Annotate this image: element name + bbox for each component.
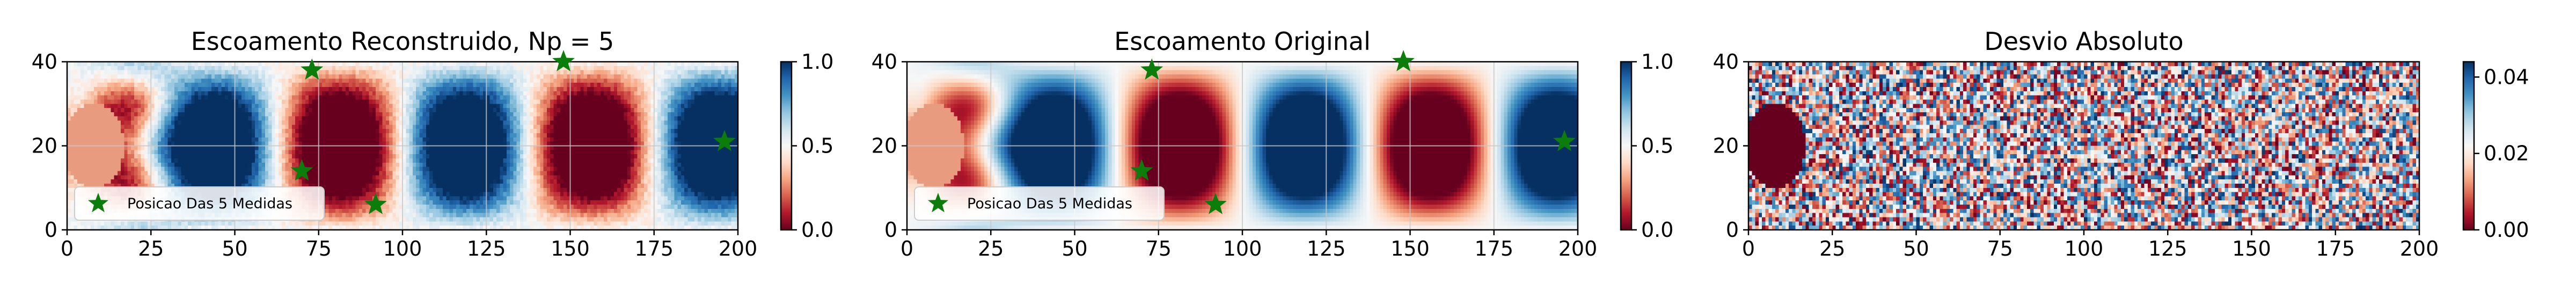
measurement-marker xyxy=(301,58,324,80)
measurement-marker xyxy=(1553,129,1576,151)
y-tick-label: 0 xyxy=(45,218,57,242)
x-tick-label: 0 xyxy=(901,237,913,260)
measurement-marker xyxy=(290,159,313,181)
measurement-marker xyxy=(1130,159,1153,181)
x-tick-label: 100 xyxy=(1223,237,1262,260)
measurement-marker xyxy=(1204,193,1227,214)
colorbar-tick-label: 0.0 xyxy=(1641,218,1673,242)
colorbar: 0.00 0.02 0.04 xyxy=(2462,61,2529,242)
x-tick-label: 25 xyxy=(1819,237,1845,260)
x-tick-label: 150 xyxy=(1391,237,1430,260)
x-tick-label: 200 xyxy=(1558,237,1598,260)
x-tick-label: 50 xyxy=(222,237,247,260)
x-tick-label: 175 xyxy=(2316,237,2355,260)
legend-label: Posicao Das 5 Medidas xyxy=(967,195,1132,212)
x-tick-label: 200 xyxy=(719,237,758,260)
legend: Posicao Das 5 Medidas xyxy=(74,186,325,221)
measurement-marker xyxy=(1392,50,1415,71)
x-tick-label: 25 xyxy=(138,237,164,260)
chart-title: Escoamento Reconstruido, Np = 5 xyxy=(191,27,614,56)
legend-box xyxy=(74,186,325,221)
measurement-marker xyxy=(1140,58,1163,80)
x-tick-label: 0 xyxy=(1742,237,1755,260)
x-tick-label: 100 xyxy=(383,237,422,260)
x-tick-label: 175 xyxy=(1474,237,1513,260)
y-tick-label: 0 xyxy=(1726,218,1739,242)
y-tick-label: 40 xyxy=(1713,50,1739,74)
x-tick-label: 50 xyxy=(1903,237,1929,260)
colorbar-bar xyxy=(2462,61,2475,231)
legend-star-icon xyxy=(928,193,948,213)
chart-title: Escoamento Original xyxy=(1114,27,1371,56)
heatmap-image xyxy=(1748,62,2419,230)
x-tick-label: 50 xyxy=(1062,237,1087,260)
legend-label: Posicao Das 5 Medidas xyxy=(127,195,292,212)
x-tick-label: 200 xyxy=(2400,237,2439,260)
x-tick-label: 150 xyxy=(551,237,590,260)
measurement-marker xyxy=(364,193,387,214)
colorbar-tick-label: 1.0 xyxy=(801,50,833,74)
y-tick-label: 0 xyxy=(884,218,897,242)
y-tick-label: 20 xyxy=(872,134,897,158)
colorbar-bar xyxy=(1620,61,1633,231)
y-tick-label: 20 xyxy=(1713,134,1739,158)
x-tick-label: 125 xyxy=(1307,237,1346,260)
colorbar-tick-label: 0.04 xyxy=(2484,65,2529,89)
x-tick-label: 25 xyxy=(978,237,1004,260)
x-tick-label: 0 xyxy=(61,237,74,260)
x-tick-label: 75 xyxy=(1146,237,1172,260)
colorbar-tick-label: 0.02 xyxy=(2484,142,2529,165)
y-tick-label: 40 xyxy=(32,50,57,74)
measurement-marker xyxy=(552,50,575,71)
x-tick-label: 75 xyxy=(1987,237,2013,260)
panel-3: Desvio Absoluto 0 25 50 75 100 125 150 175 200 0 20… xyxy=(1713,27,2529,260)
panel-2: Escoamento Original 0 25 50 75 100 125 150 175 20… xyxy=(872,27,1674,260)
y-tick-label: 40 xyxy=(872,50,897,74)
x-tick-label: 100 xyxy=(2065,237,2104,260)
x-tick-label: 150 xyxy=(2232,237,2271,260)
colorbar-tick-label: 0.5 xyxy=(801,134,833,158)
colorbar-tick-label: 0.5 xyxy=(1641,134,1673,158)
chart-title: Desvio Absoluto xyxy=(1984,27,2183,56)
x-tick-label: 175 xyxy=(634,237,674,260)
x-tick-label: 125 xyxy=(467,237,506,260)
colorbar-tick-label: 1.0 xyxy=(1641,50,1673,74)
colorbar-bar xyxy=(780,61,793,231)
legend: Posicao Das 5 Medidas xyxy=(914,186,1165,221)
x-tick-label: 125 xyxy=(2148,237,2187,260)
panel-1: Escoamento Reconstruido, Np = 5 0 25 50 75 10… xyxy=(32,27,834,260)
colorbar: 0.0 0.5 1.0 xyxy=(780,50,833,242)
colorbar: 0.0 0.5 1.0 xyxy=(1620,50,1673,242)
colorbar-tick-label: 0.00 xyxy=(2484,218,2529,242)
measurement-marker xyxy=(713,129,736,151)
legend-star-icon xyxy=(88,193,108,213)
y-tick-label: 20 xyxy=(32,134,57,158)
x-tick-label: 75 xyxy=(306,237,332,260)
legend-box xyxy=(914,186,1165,221)
colorbar-tick-label: 0.0 xyxy=(801,218,833,242)
